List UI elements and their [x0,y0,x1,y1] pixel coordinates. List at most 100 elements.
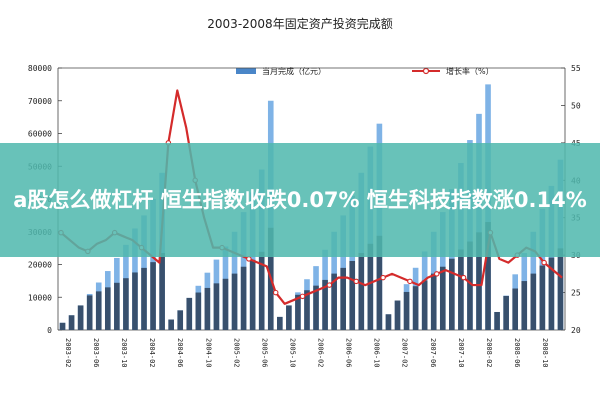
bar-base [467,241,473,330]
right-tick-label: 25 [571,289,581,298]
x-tick-label: 2008-10 [541,338,549,368]
bar-base [403,291,410,330]
bar-base [394,300,401,330]
x-tick-label: 2006-06 [345,338,353,368]
left-tick-label: 0 [47,326,52,335]
bar-base [59,322,66,330]
right-tick-label: 55 [571,64,581,73]
bar-base [439,266,446,330]
chart-title: 2003-2008年固定资产投资完成额 [207,16,392,31]
bar-base [430,273,437,330]
growth-point [272,289,279,296]
bar-base [521,281,528,330]
x-tick-label: 2003-02 [64,338,72,368]
bar-base [503,295,509,330]
left-tick-label: 20000 [28,261,52,270]
bar-base [68,315,75,330]
growth-point [380,274,386,281]
left-tick-label: 10000 [28,293,52,302]
bar-base [530,273,537,330]
x-tick-label: 2004-06 [176,338,184,368]
bar-base [295,294,301,330]
bar-base [449,258,455,330]
growth-point [299,293,306,300]
x-tick-label: 2008-06 [513,338,521,368]
x-tick-label: 2006-10 [373,338,381,368]
bar-base [77,305,84,330]
bar-base [141,267,147,330]
bar-base [557,248,564,330]
bar-base [114,282,120,330]
growth-point [246,256,252,262]
legend-bar-swatch [236,68,256,74]
headline-text[interactable]: a股怎么做杠杆 恒生指数收跌0.07% 恒生科技指数涨0.14% [13,187,587,212]
bar-base [104,287,111,330]
bar-base [123,278,129,330]
x-tick-label: 2005-06 [260,338,268,368]
legend-bar-label: 当月完成（亿元） [262,66,326,76]
bar-base [277,316,283,330]
growth-point [326,282,333,288]
bar-base [376,235,383,330]
x-tick-label: 2005-02 [232,338,240,368]
bar-base [322,279,328,330]
x-tick-label: 2008-02 [485,338,493,368]
growth-point [353,278,359,285]
bar-base [512,288,519,330]
bar-base [367,243,374,330]
x-tick-label: 2006-02 [317,338,325,368]
bar-base [159,252,165,330]
left-tick-label: 60000 [28,130,52,139]
bar-base [349,261,356,330]
x-tick-label: 2007-10 [457,338,465,368]
bar-base [286,305,292,330]
x-tick-label: 2005-10 [288,338,296,368]
bar-base [412,286,419,330]
bar-base [385,314,392,330]
x-tick-label: 2007-02 [401,338,409,368]
bar-base [95,291,102,330]
x-tick-label: 2003-10 [120,338,128,368]
bar-base [331,273,337,330]
growth-point [541,259,547,266]
left-tick-label: 70000 [28,97,52,106]
growth-point [460,274,467,281]
bar-base [204,287,211,330]
bar-base [358,252,365,330]
bar-base [222,278,229,330]
legend: 当月完成（亿元） 增长率（%） [236,66,494,76]
bar-base [132,272,138,330]
legend-line-label: 增长率（%） [446,66,494,76]
x-tick-label: 2004-10 [204,338,212,368]
bar-base [485,222,491,330]
bar-base [494,311,500,330]
bar-base [168,319,174,330]
bar-base [240,266,247,330]
bar-base [186,297,193,330]
bar-base [539,265,546,330]
bar-base [304,290,310,330]
bar-base [213,283,220,330]
bar-base [86,295,93,330]
bar-base [258,251,265,330]
x-tick-label: 2007-06 [429,338,437,368]
x-tick-label: 2004-02 [148,338,156,368]
bar-base [195,292,202,330]
right-tick-label: 50 [571,101,581,110]
bar-base [249,259,256,330]
left-tick-label: 80000 [28,64,52,73]
x-axis: 2003-02 2003-06 2003-10 2004-02 2004-06 2004-… [64,338,549,368]
growth-point [433,271,440,277]
x-tick-label: 2003-06 [92,338,100,368]
bar-base [548,257,555,330]
growth-point [407,278,413,285]
bar-base [421,280,428,330]
right-tick-label: 20 [571,326,581,335]
bar-base [458,249,464,330]
legend-line-marker [422,67,430,75]
headline-banner[interactable]: a股怎么做杠杆 恒生指数收跌0.07% 恒生科技指数涨0.14% [0,143,600,257]
bar-base [150,262,156,330]
bar-base [231,273,238,330]
bar-base [340,267,346,330]
